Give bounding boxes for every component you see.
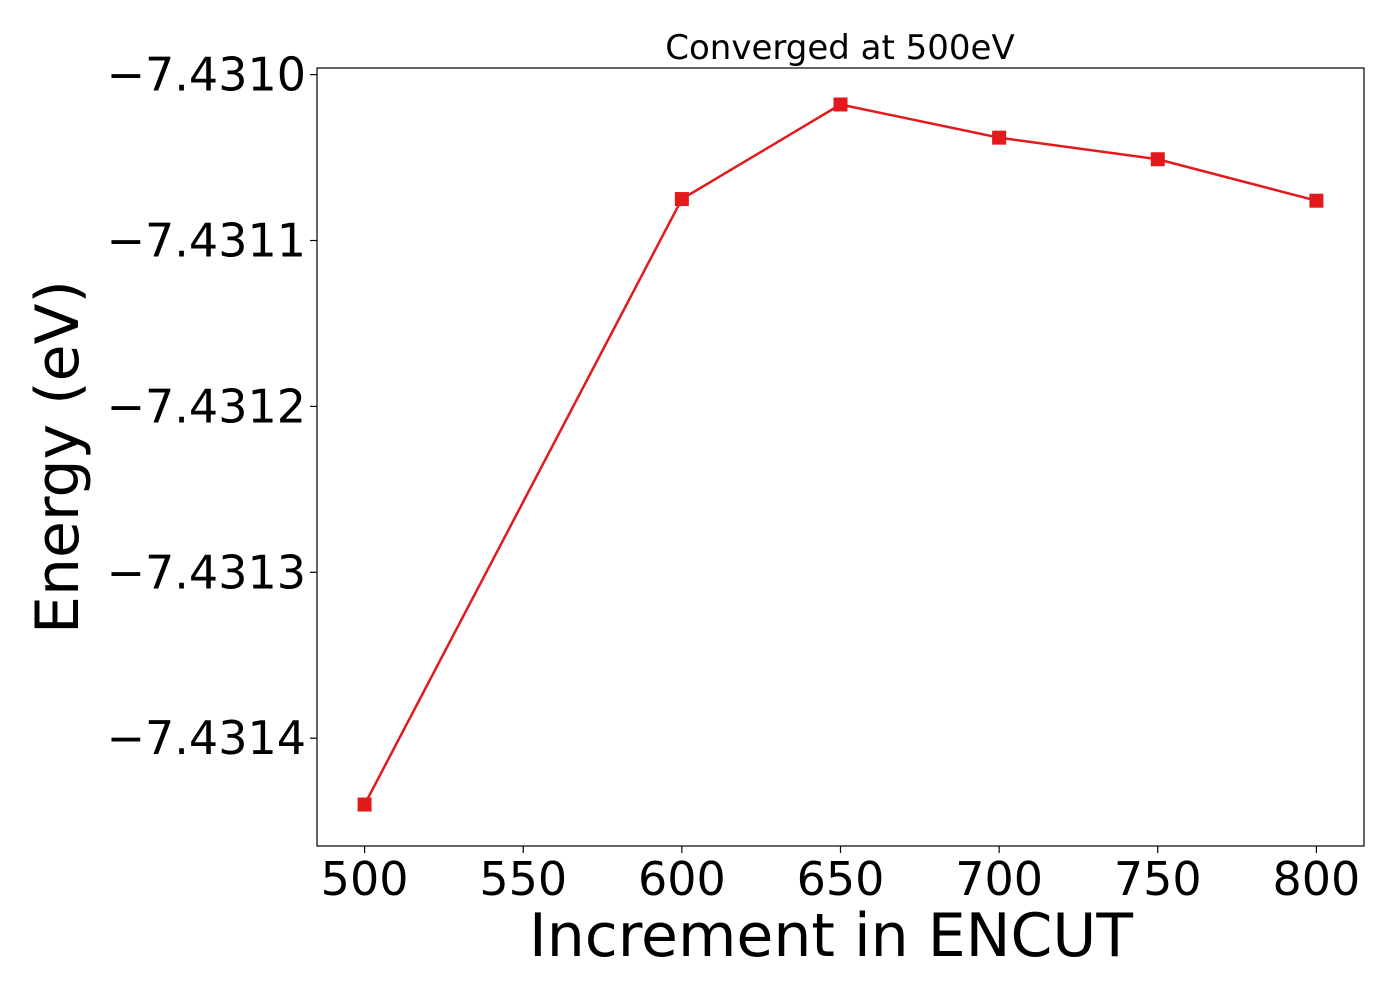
x-axis-title: Increment in ENCUT xyxy=(529,901,1133,971)
series-markers xyxy=(357,97,1324,812)
data-point xyxy=(992,130,1007,145)
y-axis: −7.4310 −7.4311 −7.4312 −7.4313 −7.4314 xyxy=(107,48,317,765)
y-tick-label: −7.4311 xyxy=(107,214,307,268)
data-point xyxy=(1150,152,1165,167)
y-tick-label: −7.4313 xyxy=(107,545,307,599)
data-point xyxy=(674,192,689,207)
y-tick-label: −7.4310 xyxy=(107,48,307,102)
x-tick-label: 550 xyxy=(479,852,567,906)
series-line xyxy=(363,103,1317,806)
x-tick-label: 800 xyxy=(1273,852,1361,906)
x-axis: 500 550 600 650 700 750 800 xyxy=(321,846,1361,906)
y-axis-title: Energy (eV) xyxy=(23,280,93,634)
data-point xyxy=(357,797,372,812)
y-tick-label: −7.4314 xyxy=(107,711,307,765)
data-point xyxy=(833,97,848,112)
x-tick-label: 600 xyxy=(638,852,726,906)
chart-title: Converged at 500eV xyxy=(665,28,1014,68)
x-tick-label: 650 xyxy=(797,852,885,906)
data-point xyxy=(1309,193,1324,208)
x-tick-label: 500 xyxy=(321,852,409,906)
x-tick-label: 700 xyxy=(955,852,1043,906)
x-tick-label: 750 xyxy=(1114,852,1202,906)
plot-frame xyxy=(316,67,1365,847)
y-tick-label: −7.4312 xyxy=(107,379,307,433)
